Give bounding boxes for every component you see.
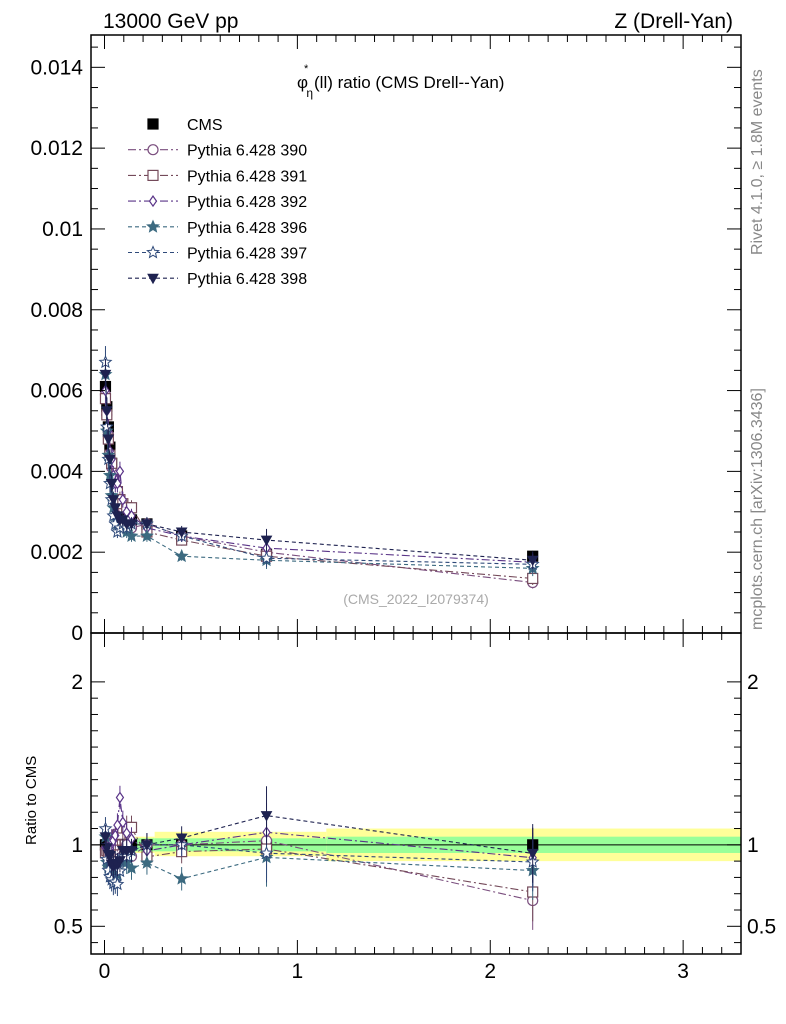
legend-label: Pythia 6.428 397 [187, 246, 307, 263]
legend: CMS Pythia 6.428 390 Pythia 6.428 391 Pythi… [128, 117, 307, 288]
ratio-ylabel: Ratio to CMS [23, 756, 40, 845]
main-y-tick-label: 0.008 [30, 299, 83, 322]
plot-title-rest: (ll) ratio (CMS Drell--Yan) [314, 73, 504, 92]
ratio-point [260, 811, 273, 822]
ratio-y-tick-label-left: 1 [71, 834, 83, 857]
legend-marker [147, 273, 159, 285]
plot-title: φ* η(ll) ratio (CMS Drell--Yan) [297, 63, 504, 100]
ratio-point [99, 832, 112, 843]
ratio-point [139, 855, 154, 869]
x-tick-label: 0 [99, 960, 111, 983]
axis-tick-labels: 0 0.002 0.004 0.006 0.008 0.01 0.012 0.014 0.5 0.… [30, 56, 776, 983]
ratio-point [110, 877, 125, 891]
legend-marker [147, 169, 159, 181]
series-line [104, 362, 533, 565]
ratio-y-tick-label-right: 1 [747, 834, 759, 857]
ratio-y-tick-label-left: 2 [71, 671, 83, 694]
plot-title-sup: * [304, 63, 309, 75]
ratio-point [175, 833, 188, 845]
legend-marker [147, 144, 159, 156]
data-point [109, 503, 122, 514]
ratio-point [125, 846, 138, 857]
legend-label: Pythia 6.428 391 [187, 168, 307, 185]
ratio-point [115, 791, 125, 804]
data-point [175, 527, 188, 539]
header-left: 13000 GeV pp [103, 10, 238, 33]
main-y-tick-label: 0.002 [30, 541, 83, 564]
data-point [104, 454, 116, 466]
legend-marker [147, 118, 159, 130]
data-point [100, 406, 113, 417]
ratio-point [100, 843, 113, 854]
legend-label: Pythia 6.428 396 [187, 220, 307, 237]
rivet-label: Rivet 4.1.0, ≥ 1.8M events [749, 69, 766, 255]
x-tick-label: 2 [484, 960, 496, 983]
main-y-tick-label: 0.01 [42, 218, 83, 241]
data-point [125, 519, 138, 530]
x-tick-label: 3 [677, 960, 689, 983]
data-point [139, 528, 154, 542]
mcplots-label: mcplots.cern.ch [arXiv:1306.3436] [749, 388, 766, 630]
data-point [260, 535, 273, 547]
ratio-y-tick-label-right: 2 [747, 671, 759, 694]
header-right: Z (Drell-Yan) [614, 10, 733, 33]
ratio-point [174, 871, 189, 885]
plot-title-sub: η [306, 86, 313, 100]
data-point [99, 369, 112, 381]
series-line [104, 374, 533, 561]
data-point [141, 519, 153, 530]
main-y-tick-label: 0.012 [30, 137, 83, 160]
legend-label: CMS [187, 117, 223, 134]
x-tick-label: 1 [292, 960, 304, 983]
data-point [99, 419, 114, 433]
main-y-tick-label: 0.014 [30, 56, 83, 79]
ratio-point [259, 845, 274, 860]
series-line [104, 394, 533, 584]
plot-title-symbol: φ [297, 73, 308, 92]
series-line [104, 374, 533, 569]
ratio-series-layer [98, 785, 540, 930]
data-point [115, 465, 125, 478]
legend-label: Pythia 6.428 392 [187, 194, 307, 211]
main-y-tick-label: 0 [71, 622, 83, 645]
ratio-point [118, 816, 128, 829]
ratio-y-tick-label-right: 0.5 [747, 915, 776, 938]
ratio-point [526, 848, 539, 860]
ratio-frame [90, 632, 742, 955]
data-point [259, 551, 274, 565]
main-y-tick-label: 0.004 [30, 460, 83, 483]
ratio-point [122, 827, 131, 840]
data-point [102, 434, 115, 446]
legend-label: Pythia 6.428 398 [187, 271, 307, 288]
series-line [104, 398, 533, 580]
ratio-point [104, 850, 116, 862]
legend-label: Pythia 6.428 390 [187, 143, 307, 160]
axis-ticks [91, 35, 741, 954]
ratio-y-tick-label-left: 0.5 [54, 915, 83, 938]
legend-marker [146, 219, 160, 233]
series-line [104, 390, 533, 563]
data-point [174, 548, 189, 563]
ratio-series-line [104, 826, 533, 893]
legend-marker [148, 195, 158, 208]
data-point [107, 495, 120, 506]
ratio-point [141, 840, 153, 851]
legend-marker [146, 245, 160, 259]
main-series-layer [98, 346, 540, 589]
data-point [105, 479, 118, 490]
analysis-watermark: (CMS_2022_I2079374) [343, 591, 489, 607]
data-point [526, 555, 539, 567]
data-point [118, 493, 128, 506]
main-y-tick-label: 0.006 [30, 380, 83, 403]
